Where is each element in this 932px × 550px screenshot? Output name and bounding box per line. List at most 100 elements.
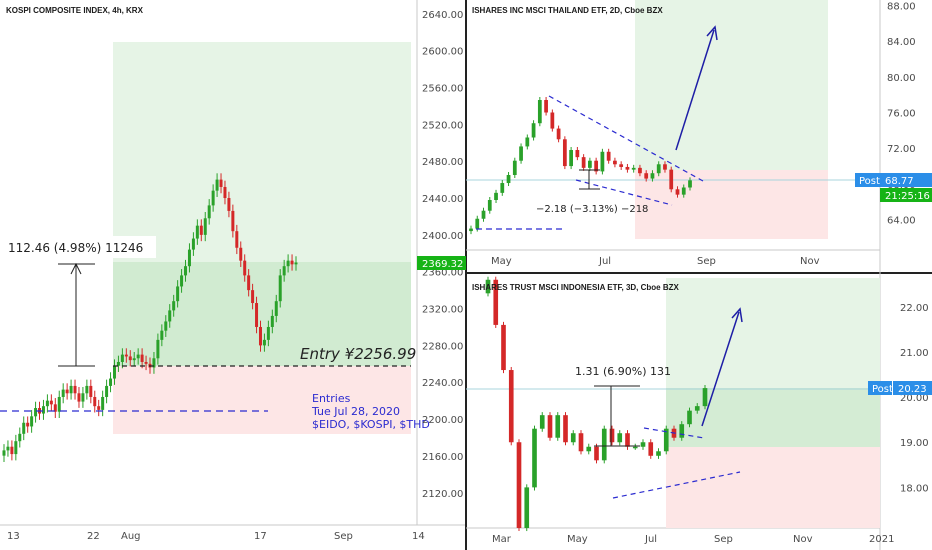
candle-body xyxy=(516,442,522,528)
kospi-stop-zone xyxy=(113,366,411,434)
eido-chart-title: ISHARES TRUST MSCI INDONESIA ETF, 3D, Cb… xyxy=(472,283,679,292)
candle-body xyxy=(506,175,511,184)
candle-body xyxy=(26,422,30,427)
candle-body xyxy=(255,303,259,327)
candle-body xyxy=(22,422,26,434)
candle-body xyxy=(251,290,255,304)
candle-body xyxy=(681,187,686,195)
candle-body xyxy=(136,354,140,359)
candle-body xyxy=(555,415,561,438)
candle-body xyxy=(30,416,34,427)
candle-body xyxy=(97,406,101,410)
candle-body xyxy=(247,275,251,291)
candle-body xyxy=(663,164,667,170)
candle-body xyxy=(550,112,555,129)
candle-body xyxy=(663,428,669,452)
candle-body xyxy=(282,266,286,276)
candle-body xyxy=(694,406,700,411)
candle-body xyxy=(239,247,243,261)
time-tick-label: Jul xyxy=(644,534,657,545)
candle-body xyxy=(487,200,492,211)
candle-body xyxy=(14,441,18,455)
price-tick-label: 2280.00 xyxy=(422,341,463,352)
eido-price-label: 20.23 xyxy=(898,384,927,395)
candle-body xyxy=(675,189,680,195)
kospi-target-zone xyxy=(113,42,411,262)
candle-body xyxy=(638,167,642,174)
candle-body xyxy=(34,408,38,417)
candle-body xyxy=(500,183,505,193)
eido-stop-zone xyxy=(666,447,880,528)
candle-body xyxy=(258,326,262,346)
time-tick-label: 2021 xyxy=(869,534,894,545)
candle-body xyxy=(144,361,148,364)
candle-body xyxy=(619,164,624,167)
candle-body xyxy=(606,151,611,161)
candle-body xyxy=(231,210,235,232)
kospi-entry-label: Entry ¥2256.99 xyxy=(300,345,416,363)
time-tick-label: Sep xyxy=(714,534,733,545)
candle-body xyxy=(120,354,124,362)
candle-body xyxy=(679,424,685,438)
candle-body xyxy=(164,321,168,331)
candle-body xyxy=(556,128,561,140)
candle-body xyxy=(469,228,473,232)
candle-body xyxy=(199,225,203,235)
candle-body xyxy=(531,123,536,138)
candle-body xyxy=(581,157,586,168)
eido-profit-zone xyxy=(666,388,880,447)
thd-wedge-lower xyxy=(575,179,673,206)
candle-body xyxy=(656,164,661,174)
price-tick-label: 22.00 xyxy=(900,303,929,314)
candle-body xyxy=(525,137,530,147)
candle-body xyxy=(493,279,499,325)
candle-body xyxy=(112,365,116,379)
candle-body xyxy=(640,442,646,447)
time-tick-label: 22 xyxy=(87,531,100,542)
time-tick-label: May xyxy=(567,534,588,545)
price-tick-label: 2320.00 xyxy=(422,305,463,316)
price-tick-label: 2240.00 xyxy=(422,378,463,389)
eido-post-tag xyxy=(868,381,892,395)
candle-body xyxy=(81,393,85,402)
candle-body xyxy=(195,225,199,239)
candle-body xyxy=(116,361,120,366)
candle-body xyxy=(613,160,617,165)
thd-chart-title: ISHARES INC MSCI THAILAND ETF, 2D, Cboe … xyxy=(472,6,663,15)
candle-body xyxy=(563,415,568,443)
candle-body xyxy=(600,151,605,172)
candle-body xyxy=(219,179,223,187)
kospi-price-axis: 2640.00 2600.00 2560.00 2520.00 2480.00 2440.… xyxy=(422,10,463,500)
candle-body xyxy=(128,356,132,361)
candle-body xyxy=(223,186,227,199)
price-tick-label: 2560.00 xyxy=(422,84,463,95)
thd-post-label: Post xyxy=(859,176,880,187)
candle-body xyxy=(6,446,10,451)
time-tick-label: Mar xyxy=(492,534,512,545)
kospi-entries-date: Tue Jul 28, 2020 xyxy=(311,405,400,418)
candle-body xyxy=(524,487,530,528)
candle-body xyxy=(156,339,160,359)
candle-body xyxy=(41,406,45,414)
candle-body xyxy=(494,192,498,200)
candle-body xyxy=(648,442,654,456)
candle-body xyxy=(601,428,607,461)
candle-body xyxy=(227,198,231,211)
time-tick-label: 17 xyxy=(254,531,267,542)
candle-body xyxy=(172,301,176,311)
candle-body xyxy=(77,393,81,402)
eido-breakout-arrow xyxy=(701,311,740,427)
candle-body xyxy=(481,210,486,219)
candle-body xyxy=(656,451,661,456)
candle-body xyxy=(617,433,623,443)
candle-body xyxy=(702,388,708,407)
candle-body xyxy=(262,339,266,346)
candle-body xyxy=(10,446,14,455)
kospi-entries-title: Entries xyxy=(312,392,351,405)
candle-body xyxy=(191,238,195,250)
price-tick-label: 2600.00 xyxy=(422,47,463,58)
time-tick-label: Nov xyxy=(800,256,820,267)
candle-body xyxy=(101,396,105,410)
price-tick-label: 2520.00 xyxy=(422,120,463,131)
candle-body xyxy=(187,249,191,267)
